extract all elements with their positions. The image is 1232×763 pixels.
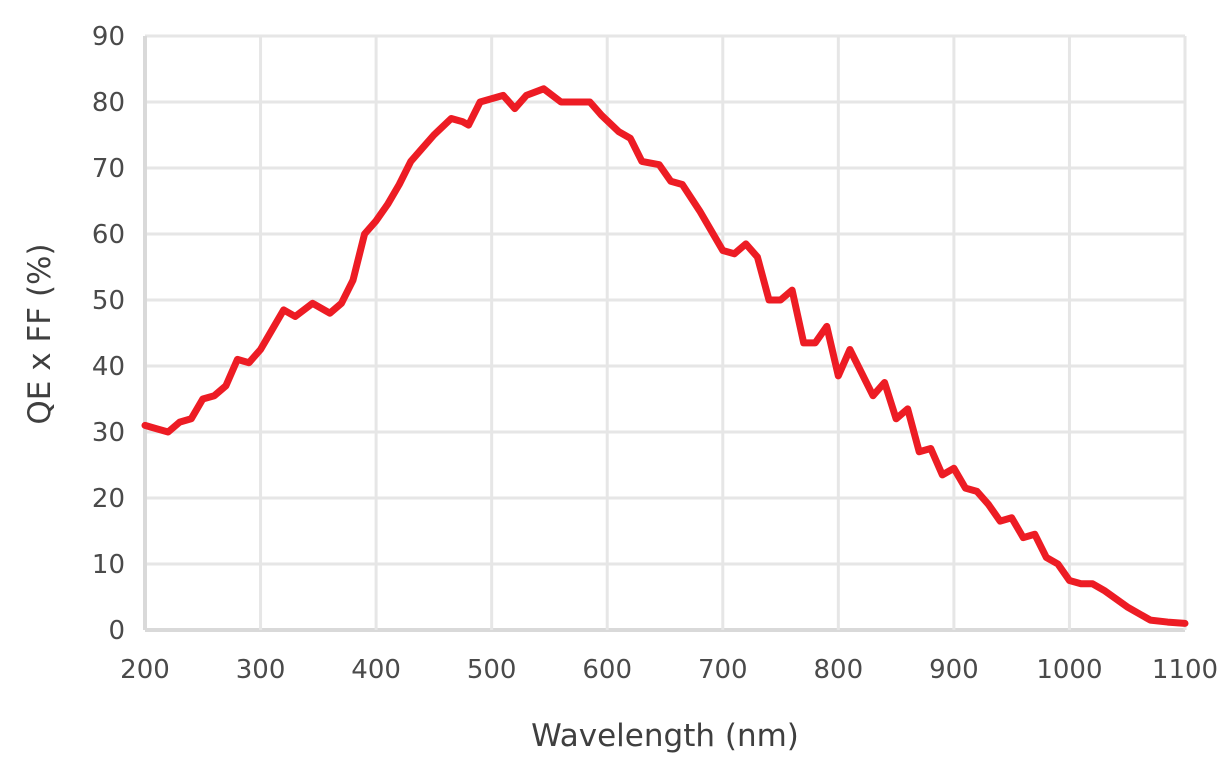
series-layer [141, 85, 1189, 627]
series-line [141, 85, 1189, 627]
tick-labels: 0 10 20 30 40 50 60 70 80 90 200 300 400 500 600 700 800… [92, 22, 1218, 685]
y-tick-label: 20 [92, 484, 125, 514]
y-tick-label: 80 [92, 88, 125, 118]
y-tick-label: 30 [92, 418, 125, 448]
x-tick-label: 600 [582, 655, 632, 685]
x-tick-label: 400 [351, 655, 401, 685]
x-tick-label: 1100 [1152, 655, 1218, 685]
x-tick-label: 900 [929, 655, 979, 685]
x-tick-label: 500 [467, 655, 517, 685]
y-tick-label: 10 [92, 550, 125, 580]
y-tick-label: 90 [92, 22, 125, 52]
y-tick-label: 0 [108, 616, 125, 646]
x-axis-label: Wavelength (nm) [531, 718, 799, 754]
y-axis-label: QE x FF (%) [22, 243, 58, 424]
x-tick-label: 800 [814, 655, 864, 685]
x-tick-label: 700 [698, 655, 748, 685]
x-tick-label: 200 [120, 655, 170, 685]
y-tick-label: 60 [92, 220, 125, 250]
x-tick-label: 300 [236, 655, 286, 685]
x-tick-label: 1000 [1036, 655, 1102, 685]
grid-lines [143, 34, 1187, 632]
y-tick-label: 50 [92, 286, 125, 316]
y-tick-label: 70 [92, 154, 125, 184]
y-tick-label: 40 [92, 352, 125, 382]
